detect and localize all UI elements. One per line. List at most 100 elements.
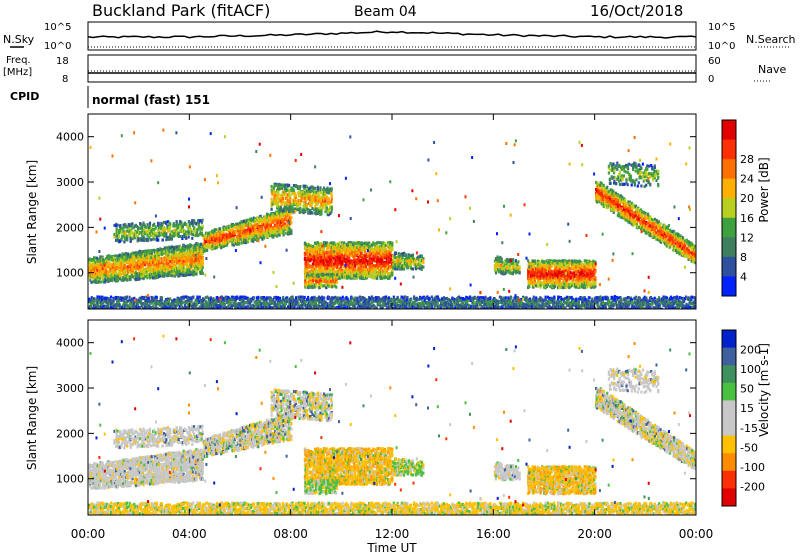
power-cell <box>89 269 92 273</box>
power-cell <box>163 246 166 250</box>
power-cell <box>113 233 116 237</box>
power-cell <box>320 249 324 253</box>
power-cell <box>148 257 151 261</box>
power-cell <box>267 227 271 231</box>
power-cell <box>354 252 357 256</box>
power-cell <box>290 209 293 213</box>
power-cell <box>181 230 184 234</box>
power-cell <box>362 264 365 268</box>
power-cell <box>323 203 326 206</box>
power-cell <box>165 220 168 224</box>
power-cell <box>375 264 378 268</box>
power-cell <box>90 269 94 273</box>
power-cell <box>94 269 97 272</box>
power-cell <box>150 232 153 236</box>
power-cell <box>354 250 357 254</box>
power-cell <box>316 252 319 256</box>
power-cell <box>178 259 181 263</box>
power-cell <box>376 276 379 280</box>
power-cell <box>357 241 360 244</box>
power-cell <box>214 239 217 242</box>
power-cell <box>368 268 371 271</box>
power-cell <box>172 224 175 228</box>
noise-series-line <box>87 30 697 39</box>
power-cell <box>121 252 124 256</box>
power-cell <box>148 226 151 230</box>
power-cell <box>136 234 139 238</box>
power-cell <box>374 247 377 251</box>
power-cell <box>211 243 214 247</box>
power-cell <box>279 223 282 227</box>
power-cell <box>333 247 336 250</box>
power-cell <box>170 234 173 238</box>
power-cell <box>177 223 180 227</box>
power-cell <box>140 265 143 269</box>
power-cell <box>290 221 293 225</box>
power-cell <box>242 223 245 227</box>
power-cell <box>227 224 230 228</box>
power-cell <box>122 278 125 282</box>
power-cell <box>118 239 121 243</box>
power-cell <box>285 187 288 191</box>
power-cell <box>272 229 275 233</box>
power-cell <box>381 269 384 273</box>
power-cell <box>315 250 318 254</box>
power-cell <box>252 219 255 223</box>
power-cell <box>176 224 179 227</box>
power-cell <box>149 249 152 253</box>
power-cell <box>150 259 153 263</box>
power-cell <box>105 269 108 273</box>
power-cell <box>126 238 129 242</box>
power-cell <box>379 256 382 260</box>
power-cell <box>242 229 245 233</box>
power-cell <box>105 276 108 279</box>
power-cell <box>135 256 138 260</box>
power-cell <box>387 252 390 256</box>
power-cell <box>377 256 380 259</box>
power-cell <box>129 253 132 256</box>
power-cell <box>355 254 358 258</box>
power-cell <box>263 223 266 227</box>
power-cell <box>369 245 372 249</box>
power-cell <box>131 258 135 261</box>
power-cell <box>143 271 146 275</box>
power-cell <box>164 227 167 231</box>
power-cell <box>197 258 200 262</box>
power-cell <box>218 241 221 245</box>
power-cell <box>141 265 144 269</box>
power-cell <box>123 268 126 272</box>
power-cell <box>244 239 247 243</box>
power-cell <box>280 218 283 222</box>
power-cell <box>263 236 266 240</box>
power-cell <box>111 269 114 273</box>
power-cell <box>178 268 181 272</box>
power-cell <box>365 264 368 268</box>
power-cell <box>120 231 123 235</box>
power-cell <box>154 255 157 258</box>
power-cell <box>327 189 330 193</box>
power-cell <box>179 223 182 227</box>
power-cell <box>341 257 344 260</box>
power-cell <box>190 255 193 259</box>
power-cell <box>296 191 299 195</box>
power-cell <box>175 232 178 236</box>
power-cell <box>368 259 371 262</box>
power-cell <box>190 264 193 268</box>
power-cell <box>357 271 360 275</box>
power-cell <box>107 255 110 259</box>
power-cell <box>310 258 313 262</box>
power-cell <box>286 183 289 187</box>
power-cell <box>337 249 340 253</box>
power-cell <box>298 187 301 190</box>
power-cell <box>240 221 243 225</box>
power-cell <box>198 246 201 250</box>
power-cell <box>150 229 153 232</box>
power-cell <box>185 232 188 236</box>
power-cell <box>277 193 280 197</box>
power-cell <box>272 220 275 224</box>
power-cell <box>134 271 137 275</box>
power-cell <box>324 197 327 201</box>
power-cell <box>131 237 134 241</box>
power-cell <box>99 280 102 284</box>
power-cell <box>271 191 274 195</box>
